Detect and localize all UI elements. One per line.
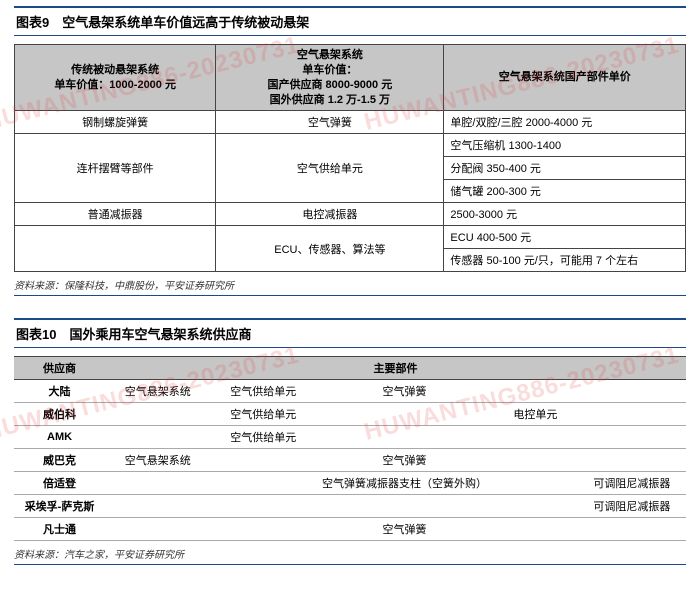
head-line: 单车价值： [302,64,357,76]
cell-air-system: 电控减振器 [216,203,444,226]
cell-part: 空气供给单元 [211,426,316,449]
cell-part: 电控单元 [493,403,578,426]
cell-part: 空气弹簧 [316,380,493,403]
cell-part: 空气悬架系统 [105,449,210,472]
cell-part: 可调阻尼减振器 [578,495,686,518]
cell-part: 空气弹簧减振器支柱（空簧外购） [316,472,493,495]
table-10-head-supplier: 供应商 [14,357,105,380]
cell-price: ECU 400-500 元 [444,226,686,249]
table-10: 供应商 主要部件 大陆空气悬架系统空气供给单元空气弹簧威伯科空气供给单元电控单元… [14,356,686,541]
cell-part: 可调阻尼减振器 [578,472,686,495]
table-row: 采埃孚-萨克斯 可调阻尼减振器 [14,495,686,518]
cell-traditional: 普通减振器 [15,203,216,226]
figure-9: 图表9 空气悬架系统单车价值远高于传统被动悬架 传统被动悬架系统 单车价值：10… [14,6,686,296]
cell-part [211,472,316,495]
cell-supplier: AMK [14,426,105,449]
table-row: 连杆摆臂等部件空气供给单元空气压缩机 1300-1400 [15,134,686,157]
cell-part [578,426,686,449]
cell-part: 空气弹簧 [316,449,493,472]
cell-air-system: 空气弹簧 [216,111,444,134]
table-row: 凡士通 空气弹簧 [14,518,686,541]
cell-part [578,518,686,541]
cell-air-system: ECU、传感器、算法等 [216,226,444,272]
cell-part [105,518,210,541]
cell-part [105,495,210,518]
cell-part: 空气供给单元 [211,403,316,426]
cell-part [105,472,210,495]
cell-air-system: 空气供给单元 [216,134,444,203]
cell-supplier: 大陆 [14,380,105,403]
head-line: 单车价值：1000-2000 元 [54,79,176,91]
cell-part [493,449,578,472]
table-10-head-row: 供应商 主要部件 [14,357,686,380]
cell-part [493,472,578,495]
cell-price: 储气罐 200-300 元 [444,180,686,203]
cell-part [578,380,686,403]
cell-part [105,403,210,426]
cell-part [211,518,316,541]
cell-part [578,403,686,426]
figure-9-title: 图表9 空气悬架系统单车价值远高于传统被动悬架 [14,6,686,36]
head-line: 空气悬架系统 [297,49,363,61]
cell-part [493,518,578,541]
cell-part: 空气悬架系统 [105,380,210,403]
cell-traditional: 连杆摆臂等部件 [15,134,216,203]
table-row: AMK 空气供给单元 [14,426,686,449]
cell-part [493,495,578,518]
table-row: 倍适登 空气弹簧减振器支柱（空簧外购） 可调阻尼减振器 [14,472,686,495]
cell-price: 2500-3000 元 [444,203,686,226]
table-row: 威伯科 空气供给单元 电控单元 [14,403,686,426]
cell-part [493,380,578,403]
cell-supplier: 凡士通 [14,518,105,541]
table-row: 大陆空气悬架系统空气供给单元空气弹簧 [14,380,686,403]
table-9-head-2: 空气悬架系统 单车价值： 国产供应商 8000-9000 元 国外供应商 1.2… [216,45,444,111]
table-9-head-1: 传统被动悬架系统 单车价值：1000-2000 元 [15,45,216,111]
table-row: 普通减振器电控减振器2500-3000 元 [15,203,686,226]
head-line: 传统被动悬架系统 [71,64,159,76]
figure-10-source: 资料来源：汽车之家，平安证券研究所 [14,544,686,565]
cell-price: 空气压缩机 1300-1400 [444,134,686,157]
table-10-head-parts: 主要部件 [105,357,686,380]
cell-supplier: 威巴克 [14,449,105,472]
cell-part [316,495,493,518]
cell-part [316,426,493,449]
cell-supplier: 采埃孚-萨克斯 [14,495,105,518]
cell-supplier: 倍适登 [14,472,105,495]
cell-price: 单腔/双腔/三腔 2000-4000 元 [444,111,686,134]
cell-price: 传感器 50-100 元/只，可能用 7 个左右 [444,249,686,272]
cell-part [578,449,686,472]
cell-part: 空气供给单元 [211,380,316,403]
table-row: ECU、传感器、算法等ECU 400-500 元 [15,226,686,249]
cell-part [105,426,210,449]
cell-part [493,426,578,449]
cell-traditional [15,226,216,272]
cell-part: 空气弹簧 [316,518,493,541]
figure-10-title: 图表10 国外乘用车空气悬架系统供应商 [14,318,686,348]
figure-9-source: 资料来源：保隆科技，中鼎股份，平安证券研究所 [14,275,686,296]
cell-traditional: 钢制螺旋弹簧 [15,111,216,134]
head-line: 国产供应商 8000-9000 元 [268,79,393,91]
table-row: 威巴克空气悬架系统 空气弹簧 [14,449,686,472]
head-line: 国外供应商 1.2 万-1.5 万 [270,94,390,106]
cell-part [211,495,316,518]
table-9-head-3: 空气悬架系统国产部件单价 [444,45,686,111]
figure-10: 图表10 国外乘用车空气悬架系统供应商 供应商 主要部件 大陆空气悬架系统空气供… [14,318,686,565]
table-9-head-row: 传统被动悬架系统 单车价值：1000-2000 元 空气悬架系统 单车价值： 国… [15,45,686,111]
cell-part [316,403,493,426]
cell-part [211,449,316,472]
cell-supplier: 威伯科 [14,403,105,426]
table-row: 钢制螺旋弹簧空气弹簧单腔/双腔/三腔 2000-4000 元 [15,111,686,134]
cell-price: 分配阀 350-400 元 [444,157,686,180]
table-9: 传统被动悬架系统 单车价值：1000-2000 元 空气悬架系统 单车价值： 国… [14,44,686,272]
